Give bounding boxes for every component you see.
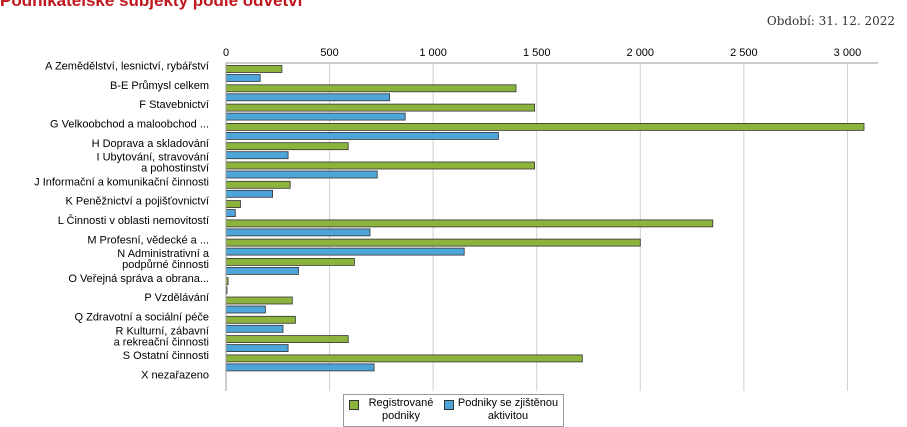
bar-active — [225, 247, 465, 256]
category-label: J Informační a komunikační činnosti — [34, 176, 209, 188]
bar-registered — [225, 354, 583, 363]
bars — [225, 65, 865, 372]
category-label: A Zemědělství, lesnictví, rybářství — [45, 61, 209, 73]
bar-registered — [225, 200, 241, 209]
bar-active — [225, 305, 266, 314]
bar-registered — [225, 103, 536, 112]
x-tick-label: 2 000 — [627, 47, 655, 59]
category-label: M Profesní, vědecké a ... — [87, 234, 209, 246]
x-tick-label: 2 500 — [730, 47, 758, 59]
category-label: H Doprava a skladování — [92, 138, 209, 150]
bar-registered — [225, 161, 536, 170]
category-label: podpůrné činnosti — [122, 259, 209, 271]
legend: Registrované podniky Podniky se zjištěno… — [343, 394, 564, 427]
bar-registered — [225, 257, 355, 266]
bar-registered — [225, 296, 293, 305]
category-label: N Administrativní a — [117, 248, 210, 260]
category-label: P Vzdělávání — [144, 292, 209, 304]
category-label: X nezařazeno — [141, 369, 209, 381]
category-label: K Peněžnictví a pojišťovnictví — [65, 196, 209, 208]
legend-swatch-registered — [349, 400, 359, 410]
bar-registered — [225, 84, 517, 93]
x-tick-label: 500 — [320, 47, 338, 59]
bar-active — [225, 324, 284, 333]
bar-active — [225, 151, 289, 160]
bar-registered — [225, 315, 296, 324]
category-label: O Veřejná správa a obrana... — [68, 273, 209, 285]
category-label: G Velkoobchod a maloobchod ... — [50, 119, 209, 131]
bar-active — [225, 112, 406, 121]
bar-registered — [225, 238, 641, 247]
bar-active — [225, 228, 371, 237]
legend-swatch-active — [444, 400, 454, 410]
category-label: R Kulturní, zábavní — [115, 325, 209, 337]
bar-active — [225, 189, 273, 198]
bar-active — [225, 266, 299, 275]
bar-registered — [225, 180, 291, 189]
category-label: L Činnosti v oblasti nemovitostí — [58, 214, 209, 227]
bar-registered — [225, 142, 349, 151]
bar-active — [225, 344, 289, 353]
bar-active — [225, 131, 499, 140]
page-title: Podnikatelské subjekty podle odvětví — [0, 0, 303, 10]
category-label: B-E Průmysl celkem — [110, 80, 209, 92]
x-tick-label: 3 000 — [834, 47, 862, 59]
x-tick-label: 0 — [223, 47, 229, 59]
bar-active — [225, 93, 391, 102]
x-tick-label: 1 500 — [523, 47, 551, 59]
legend-label-registered: Registrované podniky — [368, 397, 434, 422]
period-label: Období: 31. 12. 2022 — [766, 14, 895, 28]
category-labels: A Zemědělství, lesnictví, rybářství B-E P… — [34, 61, 210, 382]
category-label: I Ubytování, stravování — [97, 152, 210, 164]
bar-registered — [225, 123, 865, 131]
bar-registered — [225, 65, 283, 73]
bar-active — [225, 363, 375, 372]
x-tick-label: 1 000 — [419, 47, 447, 59]
category-label: a rekreační činnosti — [114, 336, 209, 348]
legend-label-active: Podniky se zjištěnou aktivitou — [457, 397, 559, 422]
category-label: F Stavebnictví — [139, 99, 209, 111]
bar-active — [225, 74, 261, 82]
bar-active — [225, 209, 236, 218]
bar-active — [225, 170, 378, 179]
category-label: a pohostinství — [141, 163, 209, 175]
bar-registered — [225, 335, 349, 344]
category-label: S Ostatní činnosti — [123, 350, 209, 362]
x-tick-labels: 0 500 1 000 1 500 2 000 2 500 3 000 — [223, 47, 861, 59]
bar-registered — [225, 219, 714, 228]
category-label: Q Zdravotní a sociální péče — [74, 312, 209, 324]
